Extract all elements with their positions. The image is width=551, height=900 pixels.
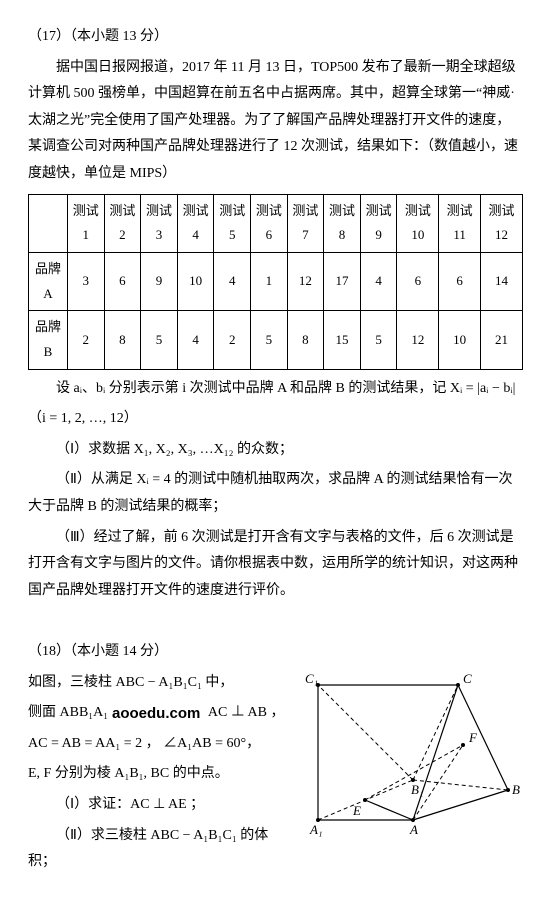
q17-part2: （Ⅱ）从满足 Xᵢ = 4 的测试中随机抽取两次，求品牌 A 的测试结果恰有一次… — [28, 467, 523, 520]
cell: 10 — [177, 252, 214, 310]
cell: 14 — [480, 252, 522, 310]
col-h7: 测试 7 — [287, 194, 324, 252]
cell: 5 — [360, 311, 397, 369]
cell: 2 — [214, 311, 251, 369]
label-E: E — [352, 803, 361, 818]
q17-para: 据中国日报网报道，2017 年 11 月 13 日，TOP500 发布了最新一期… — [28, 55, 523, 188]
cell: 4 — [177, 311, 214, 369]
cell: 12 — [287, 252, 324, 310]
q18-header: （18）（本小题 14 分） — [28, 639, 523, 666]
table-row: 品牌 B 2 8 5 4 2 5 8 15 5 12 10 21 — [29, 311, 523, 369]
cell: 15 — [324, 311, 361, 369]
cell: 10 — [439, 311, 481, 369]
cell: 6 — [104, 252, 141, 310]
data-table: 测试 1 测试 2 测试 3 测试 4 测试 5 测试 6 测试 7 测试 8 … — [28, 194, 523, 370]
cell: 5 — [141, 311, 178, 369]
watermark: aooedu.com — [110, 700, 202, 729]
col-h1: 测试 1 — [67, 194, 104, 252]
cell: 17 — [324, 252, 361, 310]
cell: 6 — [397, 252, 439, 310]
col-h6: 测试 6 — [251, 194, 288, 252]
label-B1: B₁ — [411, 782, 423, 797]
label-B: B — [512, 782, 520, 797]
col-h12: 测试 12 — [480, 194, 522, 252]
cell: 8 — [287, 311, 324, 369]
col-h8: 测试 8 — [324, 194, 361, 252]
prism-svg: C₁ C F E B₁ B A₁ A — [293, 670, 523, 840]
cell: 21 — [480, 311, 522, 369]
cell: 6 — [439, 252, 481, 310]
cell: 4 — [214, 252, 251, 310]
label-C1: C₁ — [305, 671, 318, 686]
col-h5: 测试 5 — [214, 194, 251, 252]
cell: 9 — [141, 252, 178, 310]
cell: 8 — [104, 311, 141, 369]
rowB-label: 品牌 B — [29, 311, 68, 369]
label-C: C — [463, 671, 472, 686]
prism-figure: C₁ C F E B₁ B A₁ A — [293, 670, 523, 840]
cell: 3 — [67, 252, 104, 310]
cell: 5 — [251, 311, 288, 369]
label-A1: A₁ — [309, 822, 322, 837]
table-row: 测试 1 测试 2 测试 3 测试 4 测试 5 测试 6 测试 7 测试 8 … — [29, 194, 523, 252]
col-h9: 测试 9 — [360, 194, 397, 252]
cell: 2 — [67, 311, 104, 369]
col-h3: 测试 3 — [141, 194, 178, 252]
col-h0 — [29, 194, 68, 252]
cell: 4 — [360, 252, 397, 310]
col-h11: 测试 11 — [439, 194, 481, 252]
def-range: （i = 1, 2, …, 12） — [28, 406, 523, 433]
q17-header: （17）（本小题 13 分） — [28, 24, 523, 51]
cell: 1 — [251, 252, 288, 310]
q17-part1: （Ⅰ）求数据 X₁, X₂, X₃, …X₁₂ 的众数； — [28, 437, 523, 464]
col-h2: 测试 2 — [104, 194, 141, 252]
label-A: A — [409, 822, 418, 837]
col-h10: 测试 10 — [397, 194, 439, 252]
cell: 12 — [397, 311, 439, 369]
table-row: 品牌 A 3 6 9 10 4 1 12 17 4 6 6 14 — [29, 252, 523, 310]
rowA-label: 品牌 A — [29, 252, 68, 310]
label-F: F — [468, 730, 478, 745]
col-h4: 测试 4 — [177, 194, 214, 252]
q17-part3: （Ⅲ）经过了解，前 6 次测试是打开含有文字与表格的文件，后 6 次测试是打开含… — [28, 525, 523, 605]
def-line: 设 aᵢ、bᵢ 分别表示第 i 次测试中品牌 A 和品牌 B 的测试结果，记 X… — [28, 376, 523, 403]
